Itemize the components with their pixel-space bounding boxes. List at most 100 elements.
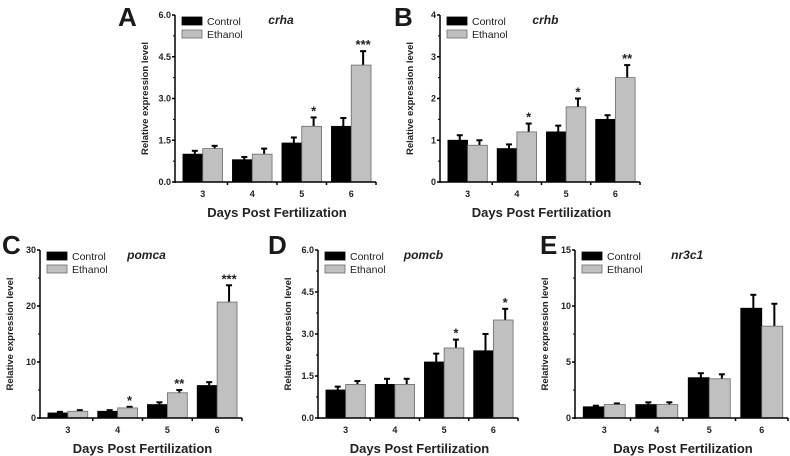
legend-label-ethanol: Ethanol — [72, 264, 108, 276]
bar-control-4 — [374, 383, 396, 419]
bar-ethanol-3 — [67, 410, 89, 419]
bar-ethanol-6 — [761, 325, 784, 419]
legend-swatch-ethanol — [181, 29, 203, 39]
x-tick-label: 6 — [759, 425, 764, 435]
y-tick-label: 10 — [26, 357, 36, 367]
legend-label-ethanol: Ethanol — [350, 264, 386, 276]
bar-control-6 — [331, 125, 352, 183]
legend-label-control: Control — [72, 251, 106, 263]
y-axis-label: Relative expression level — [540, 277, 551, 390]
x-tick-label: 3 — [465, 189, 470, 199]
bar-control-3 — [325, 389, 347, 419]
bar-ethanol-6 — [350, 64, 372, 183]
y-tick-label: 0 — [431, 177, 436, 187]
bar-control-6 — [595, 118, 616, 183]
x-tick-label: 3 — [200, 189, 205, 199]
x-tick-label: 5 — [299, 189, 304, 199]
bar-ethanol-5 — [443, 347, 465, 419]
chart-title: crha — [268, 13, 294, 27]
bar-ethanol-4 — [394, 383, 415, 419]
bar-ethanol-5 — [565, 106, 587, 183]
bar-ethanol-6 — [492, 319, 514, 419]
bar-ethanol-4 — [516, 131, 537, 183]
y-axis-label: Relative expression level — [283, 277, 294, 390]
y-tick-label: 0.0 — [158, 177, 171, 187]
x-axis-label: Days Post Fertilization — [350, 441, 489, 456]
significance-marker: *** — [221, 271, 237, 286]
bar-ethanol-3 — [603, 404, 626, 419]
x-tick-label: 4 — [250, 189, 255, 199]
bar-ethanol-6 — [216, 301, 238, 419]
bar-ethanol-4 — [117, 407, 138, 419]
significance-marker: * — [503, 295, 509, 310]
x-tick-label: 6 — [215, 425, 220, 435]
bar-control-6 — [740, 307, 763, 419]
bar-control-5 — [546, 131, 567, 183]
bar-control-5 — [687, 377, 710, 419]
panel-letter: C — [2, 230, 21, 260]
y-tick-label: 4 — [431, 10, 436, 20]
bar-control-6 — [196, 385, 218, 419]
legend-label-control: Control — [607, 251, 641, 263]
x-tick-label: 4 — [115, 425, 120, 435]
chart-title: nr3c1 — [671, 248, 703, 262]
x-tick-label: 4 — [654, 425, 659, 435]
significance-marker: * — [311, 103, 317, 118]
y-tick-label: 6.0 — [158, 10, 171, 20]
x-axis-label: Days Post Fertilization — [472, 205, 611, 220]
significance-marker: *** — [356, 37, 372, 52]
bar-ethanol-5 — [708, 378, 731, 419]
x-axis-label: Days Post Fertilization — [613, 441, 752, 456]
y-tick-label: 10 — [561, 301, 571, 311]
bar-ethanol-4 — [656, 404, 679, 419]
panel-letter: E — [540, 230, 557, 260]
bar-ethanol-5 — [166, 392, 188, 419]
legend-label-control: Control — [472, 16, 506, 28]
bar-control-4 — [635, 404, 658, 419]
legend-label-ethanol: Ethanol — [207, 29, 243, 41]
legend-swatch-control — [446, 16, 468, 26]
bar-control-5 — [147, 404, 168, 419]
bar-control-3 — [182, 153, 204, 183]
bar-ethanol-3 — [202, 148, 223, 183]
bar-control-4 — [496, 148, 518, 183]
x-tick-label: 3 — [65, 425, 70, 435]
y-tick-label: 6.0 — [301, 245, 314, 255]
bar-control-3 — [582, 406, 605, 419]
y-tick-label: 0 — [566, 413, 571, 423]
x-tick-label: 3 — [602, 425, 607, 435]
y-tick-label: 1 — [431, 135, 436, 145]
bar-control-5 — [424, 361, 445, 419]
y-tick-label: 1.5 — [158, 135, 171, 145]
y-tick-label: 5 — [566, 357, 571, 367]
y-tick-label: 20 — [26, 301, 36, 311]
x-tick-label: 6 — [613, 189, 618, 199]
y-tick-label: 3.0 — [158, 94, 171, 104]
y-tick-label: 2 — [431, 94, 436, 104]
y-tick-label: 0 — [31, 413, 36, 423]
y-axis-label: Relative expression level — [405, 42, 416, 155]
x-tick-label: 6 — [491, 425, 496, 435]
legend-label-control: Control — [207, 16, 241, 28]
x-axis-label: Days Post Fertilization — [73, 441, 212, 456]
y-tick-label: 15 — [561, 245, 571, 255]
x-tick-label: 3 — [343, 425, 348, 435]
bar-ethanol-6 — [614, 77, 636, 183]
y-axis-label: Relative expression level — [140, 42, 151, 155]
legend-swatch-control — [181, 16, 203, 26]
y-tick-label: 3.0 — [301, 329, 314, 339]
bar-ethanol-4 — [251, 153, 273, 183]
legend-swatch-ethanol — [46, 264, 68, 274]
bar-control-4 — [232, 159, 253, 183]
x-tick-label: 5 — [442, 425, 447, 435]
legend-swatch-control — [581, 251, 603, 261]
legend-label-ethanol: Ethanol — [472, 29, 508, 41]
legend-swatch-ethanol — [324, 264, 346, 274]
chart-title: pomcb — [403, 248, 443, 262]
